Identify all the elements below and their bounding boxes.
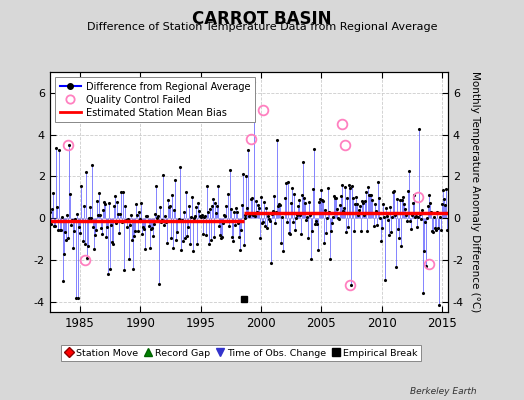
Text: Difference of Station Temperature Data from Regional Average: Difference of Station Temperature Data f… [87, 22, 437, 32]
Legend: Difference from Regional Average, Quality Control Failed, Estimated Station Mean: Difference from Regional Average, Qualit… [54, 77, 255, 122]
Legend: Station Move, Record Gap, Time of Obs. Change, Empirical Break: Station Move, Record Gap, Time of Obs. C… [61, 345, 421, 361]
Y-axis label: Monthly Temperature Anomaly Difference (°C): Monthly Temperature Anomaly Difference (… [470, 71, 479, 313]
Text: CARROT BASIN: CARROT BASIN [192, 10, 332, 28]
Text: Berkeley Earth: Berkeley Earth [410, 387, 477, 396]
